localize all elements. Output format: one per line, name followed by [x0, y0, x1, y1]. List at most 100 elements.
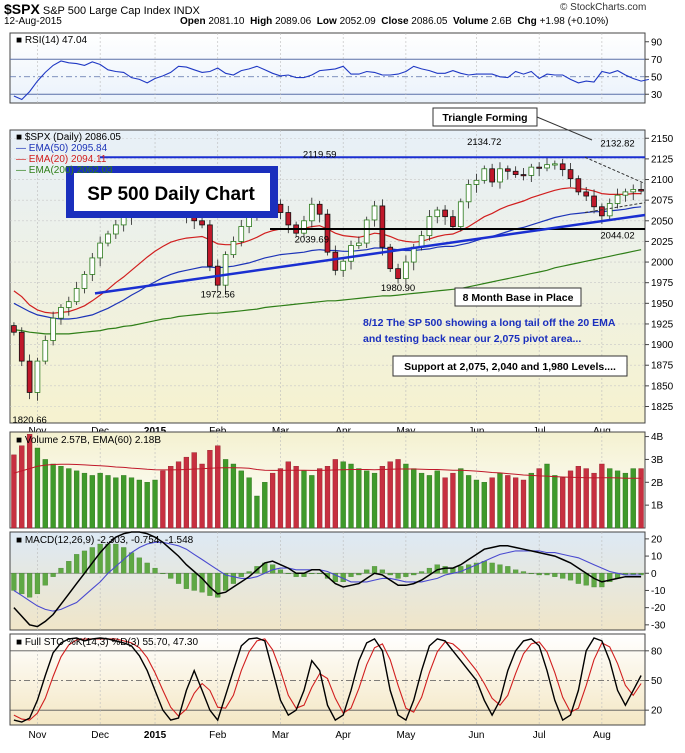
volume-bar: [262, 482, 268, 529]
price-label-6: 2119.59: [303, 149, 337, 160]
candle: [316, 203, 323, 215]
price-tick-label-7: 1975: [651, 278, 674, 289]
ema20-legend: — EMA(20) 2094.11: [16, 154, 107, 165]
price-tick-label-8: 1950: [651, 299, 674, 310]
macd-histogram-bar: [223, 573, 229, 591]
sto-d-line: [13, 638, 642, 721]
candle: [426, 216, 433, 237]
rsi-legend: ■ RSI(14) 47.04: [16, 35, 88, 46]
price-tick-label-3: 2075: [651, 196, 674, 207]
candle: [395, 268, 401, 279]
macd-histogram-bar: [262, 562, 268, 574]
volume-bar: [465, 475, 472, 529]
macd-panel-background: [9, 531, 646, 631]
volume-bar: [583, 468, 589, 529]
volume-bar: [34, 447, 41, 529]
macd-histogram-bar: [560, 573, 566, 579]
macd-histogram-bar: [575, 573, 581, 584]
macd-histogram-bar: [58, 567, 64, 574]
macd-histogram-bar: [489, 562, 495, 574]
candle: [246, 212, 252, 227]
macd-histogram-bar: [403, 573, 409, 577]
volume-bar: [74, 470, 80, 529]
price-panel-background: [9, 129, 646, 424]
bottom-x-label-7: Jun: [468, 730, 484, 741]
candle: [175, 187, 182, 200]
volume-bar: [379, 466, 386, 529]
volume-bar: [481, 482, 487, 529]
sto-tick-label-0: 80: [651, 646, 663, 657]
volume-bar: [301, 470, 307, 529]
candle: [622, 191, 629, 196]
rising-trendline: [94, 213, 646, 295]
volume-bar: [536, 468, 542, 529]
macd-histogram-bar: [567, 573, 574, 581]
macd-histogram-bar: [473, 562, 480, 574]
candle: [167, 185, 174, 189]
volume-bar: [207, 450, 213, 529]
candle: [442, 209, 448, 218]
candle: [614, 194, 621, 204]
macd-histogram-bar: [81, 550, 88, 574]
chart-title: SP 500 Daily Chart: [87, 184, 255, 205]
bottom-x-label-0: Nov: [29, 730, 47, 741]
macd-histogram-bar: [50, 573, 56, 577]
candle: [277, 203, 284, 213]
macd-histogram-bar: [583, 573, 589, 586]
candle: [324, 213, 331, 253]
macd-tick-label-4: -20: [651, 603, 666, 614]
volume-bar: [309, 475, 315, 529]
bottom-x-label-9: Aug: [593, 730, 611, 741]
macd-histogram-bar: [348, 573, 354, 577]
candle: [379, 205, 386, 248]
volume-bar: [520, 479, 527, 529]
low-value: 2052.09: [339, 16, 376, 27]
macd-histogram-bar: [113, 543, 119, 574]
candle: [199, 220, 205, 226]
volume-bar: [215, 445, 221, 529]
volume-bar: [269, 472, 276, 529]
price-x-label-7: Jun: [468, 426, 484, 437]
macd-histogram-bar: [387, 573, 393, 576]
candle: [489, 168, 495, 183]
candle: [89, 257, 96, 275]
price-label-1: 1972.56: [201, 290, 235, 301]
bottom-x-label-6: May: [396, 730, 415, 741]
macd-histogram-bar: [270, 564, 276, 574]
candle: [18, 331, 25, 362]
macd-histogram-bar: [293, 573, 299, 577]
support-box: [392, 355, 628, 377]
ema50-line: [13, 206, 642, 320]
price-label-3: 2093.55: [161, 171, 195, 182]
candle: [285, 212, 292, 226]
candle: [97, 242, 103, 259]
macd-histogram-bar: [136, 557, 142, 574]
macd-histogram-bar: [285, 573, 291, 575]
price-label-7: 2134.72: [467, 137, 501, 148]
candle: [630, 189, 637, 193]
volume-bar: [544, 463, 550, 529]
macd-histogram-bar: [450, 567, 456, 574]
price-x-label-5: Apr: [335, 426, 351, 437]
volume-bar: [230, 463, 237, 529]
volume-bar: [513, 477, 519, 529]
price-tick-label-6: 2000: [651, 258, 674, 269]
macd-histogram-bar: [230, 573, 237, 584]
ema200-line: [13, 249, 642, 335]
rsi-line: [13, 60, 650, 101]
symbol: $SPX: [4, 1, 40, 17]
macd-line: [13, 531, 642, 628]
volume-bar: [97, 472, 103, 529]
volume-bar: [113, 477, 119, 529]
candle: [308, 203, 315, 222]
bottom-x-label-8: Jul: [533, 730, 546, 741]
macd-histogram-bar: [544, 573, 550, 576]
macd-histogram-bar: [426, 567, 432, 574]
volume-bar: [489, 477, 495, 529]
bottom-x-label-2: 2015: [144, 730, 167, 741]
triangle-upper: [584, 156, 646, 185]
volume-bar: [136, 479, 142, 529]
candle: [26, 360, 33, 393]
price-x-label-0: Nov: [29, 426, 47, 437]
